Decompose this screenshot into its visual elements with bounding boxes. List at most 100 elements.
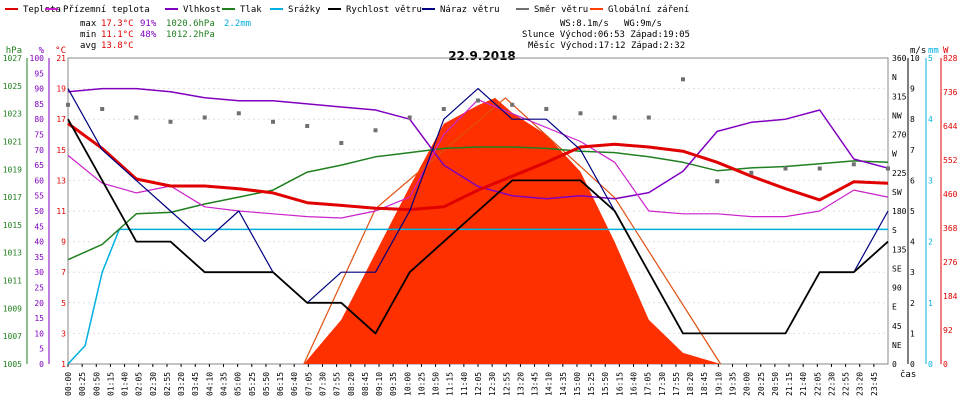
- x-tick-label: 20:50: [771, 372, 780, 396]
- x-tick-label: 19:10: [714, 372, 723, 396]
- series-humidity: [67, 87, 889, 200]
- axis-temperature-tick: 21: [56, 54, 66, 63]
- axis-radiation-tick: 92: [943, 326, 953, 335]
- legend-item: Přízemní teplota: [63, 5, 150, 15]
- axis-temperature-tick: 3: [61, 329, 66, 338]
- axis-radiation-tick: 552: [943, 156, 958, 165]
- axis-pressure-unit: hPa: [6, 46, 22, 56]
- axis-pressure-tick: 1011: [3, 277, 22, 286]
- axis-speed-tick: 2: [910, 299, 915, 308]
- series-wind-speed: [67, 118, 889, 335]
- wind-direction-point: [271, 119, 275, 124]
- axes-layer: hPa1027102510231021101910171015101310111…: [3, 46, 958, 369]
- stats-max-hum: 91%: [140, 19, 157, 29]
- axis-direction-tick: E: [892, 303, 897, 312]
- axis-temperature-unit: °C: [55, 46, 66, 56]
- axis-rain-tick: 2: [928, 238, 933, 247]
- wind-direction-point: [339, 141, 344, 145]
- legend-item: Teplota: [23, 5, 61, 15]
- x-tick-label: 00:25: [78, 372, 87, 396]
- axis-radiation-tick: 0: [943, 360, 948, 369]
- axis-direction-tick: 45: [892, 322, 902, 331]
- axis-temperature-tick: 19: [56, 85, 66, 94]
- axis-pressure-tick: 1007: [3, 332, 22, 341]
- series-pressure: [67, 146, 889, 261]
- x-tick-label: 11:40: [460, 372, 469, 396]
- axis-pressure-tick: 1009: [3, 304, 22, 313]
- series-radiation-theoretical: [303, 97, 722, 365]
- wind-direction-point: [66, 102, 70, 107]
- axis-speed-tick: 6: [910, 176, 915, 185]
- axis-humidity-tick: 85: [34, 100, 44, 109]
- info-wg: WG:9m/s: [624, 19, 662, 29]
- legend-item: Globální záření: [608, 5, 689, 15]
- axis-humidity-tick: 80: [34, 115, 44, 124]
- axis-humidity-tick: 35: [34, 253, 44, 262]
- axis-radiation-tick: 184: [943, 292, 958, 301]
- legend-item: Srážky: [288, 5, 321, 15]
- axis-direction-tick: 315: [892, 92, 907, 101]
- x-tick-label: 10:00: [403, 372, 412, 396]
- axis-temperature-tick: 7: [61, 268, 66, 277]
- axis-direction-tick: S: [892, 226, 897, 235]
- stats-max-rain: 2.2mm: [224, 19, 251, 29]
- axis-pressure-tick: 1027: [3, 54, 22, 63]
- wind-direction-point: [749, 170, 754, 175]
- axis-radiation-tick: 644: [943, 122, 958, 131]
- wind-direction-point: [578, 111, 583, 116]
- x-tick-label: 15:25: [587, 372, 596, 396]
- axis-radiation-tick: 276: [943, 258, 958, 267]
- x-tick-label: 23:20: [856, 372, 865, 396]
- wind-direction-point: [202, 115, 207, 120]
- stats-avg-temp: 13.8°C: [101, 41, 134, 51]
- axis-humidity-tick: 75: [34, 131, 44, 140]
- axis-direction-tick: NE: [892, 341, 902, 350]
- x-tick-label: 15:00: [573, 372, 582, 396]
- axis-direction-tick: SE: [892, 264, 902, 273]
- axis-temperature-tick: 5: [61, 299, 66, 308]
- x-tick-label: 21:15: [785, 372, 794, 396]
- axis-speed-tick: 4: [910, 238, 915, 247]
- x-tick-label: 05:00: [234, 372, 243, 396]
- axis-rain-tick: 3: [928, 176, 933, 185]
- x-tick-label: 05:25: [248, 372, 257, 396]
- x-tick-label: 00:50: [92, 372, 101, 396]
- x-axis-label: čas: [900, 369, 916, 380]
- series-rain: [67, 228, 888, 365]
- axis-pressure-tick: 1017: [3, 193, 22, 202]
- x-tick-label: 02:05: [135, 372, 144, 396]
- x-tick-label: 11:15: [446, 372, 455, 396]
- axis-humidity-tick: 50: [34, 207, 44, 216]
- wind-direction-point: [305, 124, 310, 128]
- stats-block: max 17.3°C 91% 1020.6hPa 2.2mm min 11.1°…: [80, 19, 251, 51]
- stats-min-label: min: [80, 30, 96, 40]
- wind-direction-point: [441, 107, 446, 111]
- axis-humidity-tick: 10: [34, 329, 44, 338]
- wind-direction-point: [817, 166, 822, 171]
- x-tick-label: 23:45: [870, 372, 879, 396]
- axis-humidity-tick: 95: [34, 69, 44, 78]
- axis-pressure-tick: 1025: [3, 82, 22, 91]
- axis-temperature-tick: 9: [61, 238, 66, 247]
- axis-pressure-tick: 1021: [3, 137, 22, 146]
- stats-max-press: 1020.6hPa: [166, 19, 215, 29]
- x-tick-label: 13:45: [531, 372, 540, 396]
- x-tick-label: 17:55: [672, 372, 681, 396]
- wind-direction-point: [476, 98, 480, 103]
- chart-legend: Teplota Přízemní teplota Vlhkost Tlak Srážky…: [5, 5, 689, 15]
- info-ws: WS:8.1m/s: [560, 19, 609, 29]
- x-tick-label: 13:20: [516, 372, 525, 396]
- wind-direction-point: [168, 119, 173, 124]
- x-tick-label: 08:20: [347, 372, 356, 396]
- x-tick-label: 04:10: [205, 372, 214, 396]
- x-tick-label: 15:50: [601, 372, 610, 396]
- x-tick-label: 22:55: [842, 372, 851, 396]
- x-tick-label: 22:05: [813, 372, 822, 396]
- axis-speed-tick: 1: [910, 329, 915, 338]
- wind-direction-point: [646, 115, 651, 120]
- axis-humidity-unit: %: [39, 46, 45, 56]
- axis-radiation-unit: W: [943, 46, 949, 56]
- axis-direction-tick: 225: [892, 169, 907, 178]
- axis-rain-tick: 5: [928, 54, 933, 63]
